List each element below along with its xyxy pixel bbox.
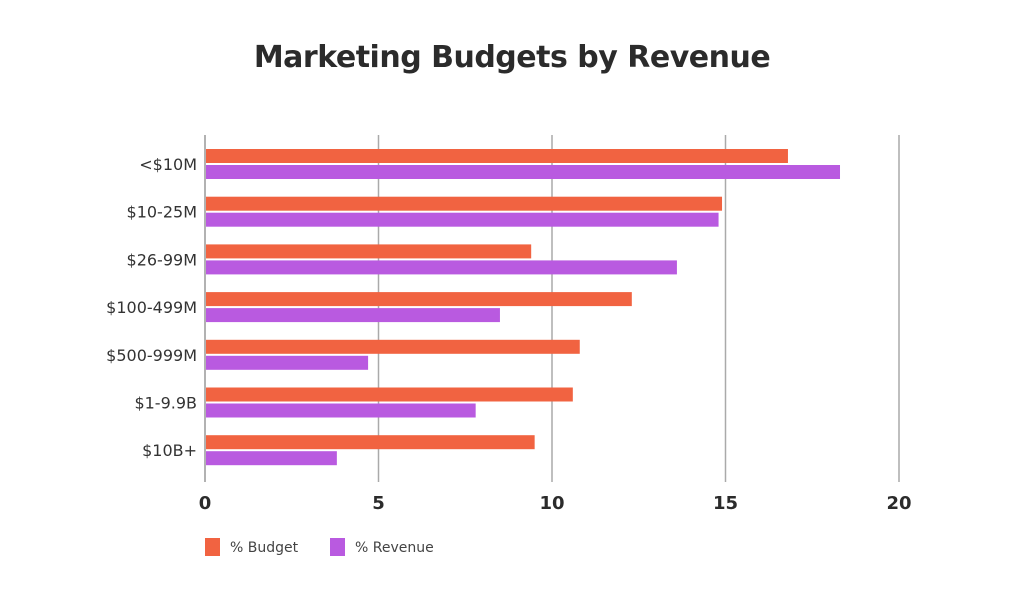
category-label: $500-999M bbox=[106, 346, 197, 365]
bar-budget bbox=[206, 387, 573, 402]
bar-budget bbox=[206, 339, 580, 354]
chart-title: Marketing Budgets by Revenue bbox=[253, 40, 771, 75]
x-tick-label: 5 bbox=[372, 493, 385, 514]
x-tick-label: 10 bbox=[539, 493, 564, 514]
bar-revenue bbox=[206, 451, 337, 466]
category-label: $10B+ bbox=[142, 441, 197, 460]
bar-revenue bbox=[206, 260, 677, 275]
bar-budget bbox=[206, 149, 788, 163]
legend-swatch bbox=[330, 538, 345, 556]
bar-budget bbox=[206, 196, 723, 211]
bar-budget bbox=[206, 435, 535, 450]
legend-swatch bbox=[205, 538, 220, 556]
x-tick-label: 0 bbox=[199, 493, 212, 514]
bar-revenue bbox=[206, 165, 841, 179]
bar-revenue bbox=[206, 308, 500, 323]
legend-label: % Budget bbox=[230, 540, 299, 556]
bar-revenue bbox=[206, 355, 369, 370]
category-label: <$10M bbox=[139, 155, 197, 174]
bar-revenue bbox=[206, 212, 719, 227]
category-label: $100-499M bbox=[106, 298, 197, 317]
bar-revenue bbox=[206, 403, 476, 418]
bar-budget bbox=[206, 292, 632, 307]
x-tick-label: 15 bbox=[713, 493, 738, 514]
x-tick-label: 20 bbox=[886, 493, 911, 514]
category-label: $26-99M bbox=[127, 250, 197, 269]
category-label: $10-25M bbox=[127, 203, 197, 222]
bar-budget bbox=[206, 244, 532, 259]
legend-label: % Revenue bbox=[355, 540, 434, 556]
category-label: $1-9.9B bbox=[134, 394, 197, 413]
